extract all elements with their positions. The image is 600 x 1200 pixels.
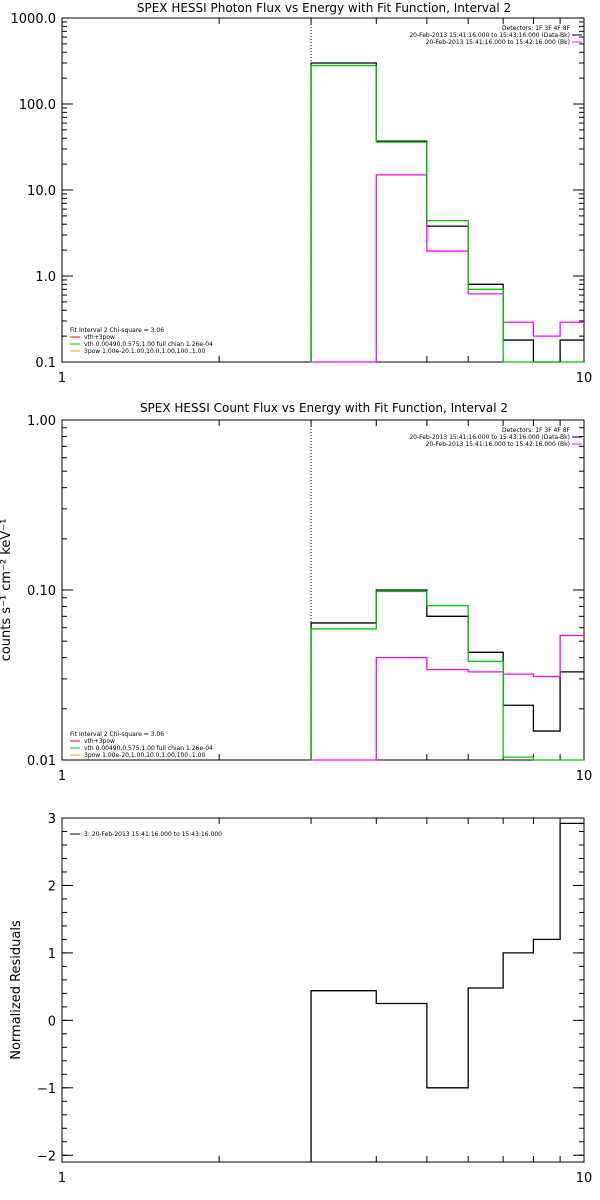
legend-top: Detectors: 1F 3F 4F 8F 20-Feb-2013 15:41… — [409, 25, 582, 46]
x-tick-label: 1 — [58, 1171, 66, 1186]
y-tick-label: 0.01 — [27, 754, 56, 769]
panel-title: SPEX HESSI Count Flux vs Energy with Fit… — [140, 401, 508, 415]
plot-frame — [61, 17, 585, 363]
photon-flux-panel: SPEX HESSI Photon Flux vs Energy with Fi… — [11, 1, 593, 386]
legend-bottom-line: vth+3pow — [84, 334, 115, 341]
series-data-line — [310, 589, 584, 760]
x-tick-label: 10 — [576, 371, 593, 386]
series-fit-line — [310, 64, 584, 363]
legend-bottom-line: Fit Interval 2 Chi-square = 3.06 — [70, 731, 164, 738]
count-flux-panel: SPEX HESSI Count Flux vs Energy with Fit… — [0, 401, 592, 784]
legend-bottom-line: 3pow 1.00e-20,1.00,10.0,1.00,100.,1.00 — [84, 348, 205, 355]
legend-bottom-line: vth 0.00490,0.575,1.00 full chian 1.26e-… — [84, 341, 213, 348]
series-bk-line — [311, 174, 584, 363]
legend-bottom-line: Fit Interval 2 Chi-square = 3.06 — [70, 327, 164, 334]
legend-top-line: Detectors: 1F 3F 4F 8F — [502, 25, 571, 32]
series-residuals-line — [310, 822, 584, 1162]
legend-top-line: 20-Feb-2013 15:41:16.000 to 15:43:16.000… — [409, 32, 570, 39]
legend-top-line: 20-Feb-2013 15:41:16.000 to 15:42:16.000… — [426, 441, 570, 448]
legend-bottom-line: vth+3pow — [84, 738, 115, 745]
mark-layer — [310, 420, 584, 761]
series-bk-line — [311, 634, 584, 761]
legend-bottom: Fit Interval 2 Chi-square = 3.06 vth+3po… — [70, 731, 213, 759]
y-tick-label: 0.1 — [35, 356, 56, 371]
mark-layer — [310, 822, 584, 1162]
y-tick-label: −2 — [37, 1149, 56, 1164]
legend-bottom-line: vth 0.00490,0.575,1.00 full chian 1.26e-… — [84, 745, 213, 752]
y-tick-label: 0.10 — [27, 584, 56, 599]
series-data-line — [310, 62, 584, 363]
legend-bottom-line: 3pow 1.00e-20,1.00,10.0,1.00,100.,1.00 — [84, 752, 205, 759]
y-tick-label: 100.0 — [19, 98, 56, 113]
residuals-panel: Normalized Residuals 1 10 −2 −1 0 1 2 3 3: 20-F… — [9, 812, 592, 1186]
x-tick-label: 10 — [576, 769, 593, 784]
y-tick-label: 1 — [48, 947, 56, 962]
x-tick-label: 10 — [576, 1171, 593, 1186]
series-fit-line — [310, 590, 584, 761]
legend-bottom: Fit Interval 2 Chi-square = 3.06 vth+3po… — [70, 327, 213, 355]
legend-top: Detectors: 1F 3F 4F 8F 20-Feb-2013 15:41… — [409, 427, 582, 448]
y-tick-label: 3 — [48, 812, 56, 827]
legend-top: 3: 20-Feb-2013 15:41:16.000 to 15:43:16.… — [70, 831, 222, 838]
y-tick-label: 10.0 — [27, 184, 56, 199]
y-tick-label: −1 — [37, 1082, 56, 1097]
y-tick-label: 2 — [48, 879, 56, 894]
x-tick-label: 1 — [58, 769, 66, 784]
y-tick-label: 1.00 — [27, 414, 56, 429]
legend-top-line: 20-Feb-2013 15:41:16.000 to 15:43:16.000… — [409, 434, 570, 441]
tick-layer: 1 10 0.01 0.10 1.00 — [27, 414, 592, 784]
y-axis-label: Normalized Residuals — [9, 920, 24, 1060]
y-tick-label: 1000.0 — [11, 12, 57, 27]
legend-top-line: 20-Feb-2013 15:41:16.000 to 15:42:16.000… — [426, 39, 570, 46]
legend-top-line: 3: 20-Feb-2013 15:41:16.000 to 15:43:16.… — [84, 831, 222, 838]
y-tick-label: 1.0 — [35, 270, 56, 285]
y-tick-label: 0 — [48, 1014, 56, 1029]
x-tick-label: 1 — [58, 371, 66, 386]
plot-frame — [61, 419, 585, 761]
legend-top-line: Detectors: 1F 3F 4F 8F — [502, 427, 571, 434]
plot-frame — [61, 817, 585, 1163]
y-axis-label: counts s⁻¹ cm⁻² keV⁻¹ — [0, 519, 14, 662]
panel-title: SPEX HESSI Photon Flux vs Energy with Fi… — [137, 1, 511, 15]
tick-layer: 1 10 −2 −1 0 1 2 3 — [37, 812, 592, 1186]
mark-layer — [310, 18, 584, 363]
